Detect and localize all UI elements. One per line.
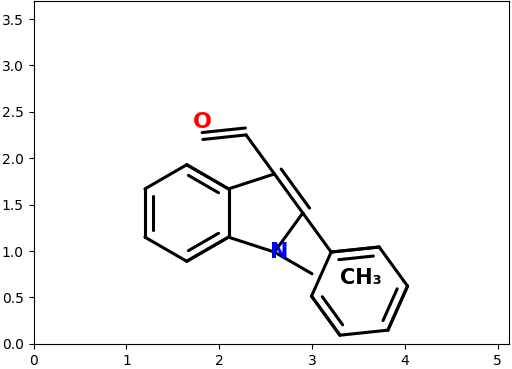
Text: N: N <box>270 242 288 262</box>
Text: CH₃: CH₃ <box>340 268 381 289</box>
Text: O: O <box>194 112 212 132</box>
